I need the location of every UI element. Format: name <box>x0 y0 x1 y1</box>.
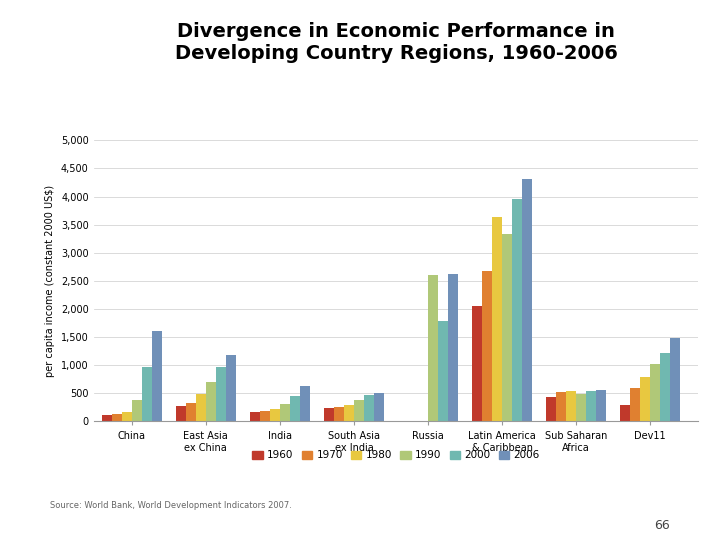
Bar <box>630 388 640 421</box>
Bar <box>122 411 132 421</box>
Bar <box>196 394 206 421</box>
Bar <box>586 392 596 421</box>
Bar <box>620 405 630 421</box>
Bar <box>226 355 236 421</box>
Bar <box>428 275 438 421</box>
Bar <box>260 410 270 421</box>
Bar <box>522 179 532 421</box>
Bar <box>250 411 260 421</box>
Bar <box>176 406 186 421</box>
Bar <box>324 408 334 421</box>
Bar <box>216 367 226 421</box>
Bar <box>650 364 660 421</box>
Bar <box>364 395 374 421</box>
Text: Source: World Bank, World Development Indicators 2007.: Source: World Bank, World Development In… <box>50 501 292 510</box>
Bar <box>132 400 142 421</box>
Bar <box>300 386 310 421</box>
Bar <box>556 392 566 421</box>
Bar <box>512 199 522 421</box>
Bar <box>374 393 384 421</box>
Bar <box>438 321 448 421</box>
Y-axis label: per capita income (constant 2000 US$): per capita income (constant 2000 US$) <box>45 185 55 377</box>
Bar <box>334 407 344 421</box>
Bar <box>270 409 280 421</box>
Bar <box>102 415 112 421</box>
Text: 66: 66 <box>654 519 670 532</box>
Bar <box>492 217 502 421</box>
Bar <box>472 306 482 421</box>
Bar <box>344 405 354 421</box>
Bar <box>482 271 492 421</box>
Legend: 1960, 1970, 1980, 1990, 2000, 2006: 1960, 1970, 1980, 1990, 2000, 2006 <box>248 446 544 464</box>
Bar <box>670 338 680 421</box>
Bar <box>112 414 122 421</box>
Bar <box>640 377 650 421</box>
Bar <box>142 367 152 421</box>
Bar <box>448 274 458 421</box>
Bar <box>596 390 606 421</box>
Bar <box>290 396 300 421</box>
Bar <box>280 404 290 421</box>
Bar <box>354 401 364 421</box>
Bar <box>186 403 196 421</box>
Bar <box>502 234 512 421</box>
Text: Divergence in Economic Performance in
Developing Country Regions, 1960-2006: Divergence in Economic Performance in De… <box>174 22 618 63</box>
Bar <box>660 353 670 421</box>
Bar <box>576 394 586 421</box>
Bar <box>152 332 162 421</box>
Bar <box>566 392 576 421</box>
Bar <box>546 397 556 421</box>
Bar <box>206 382 216 421</box>
